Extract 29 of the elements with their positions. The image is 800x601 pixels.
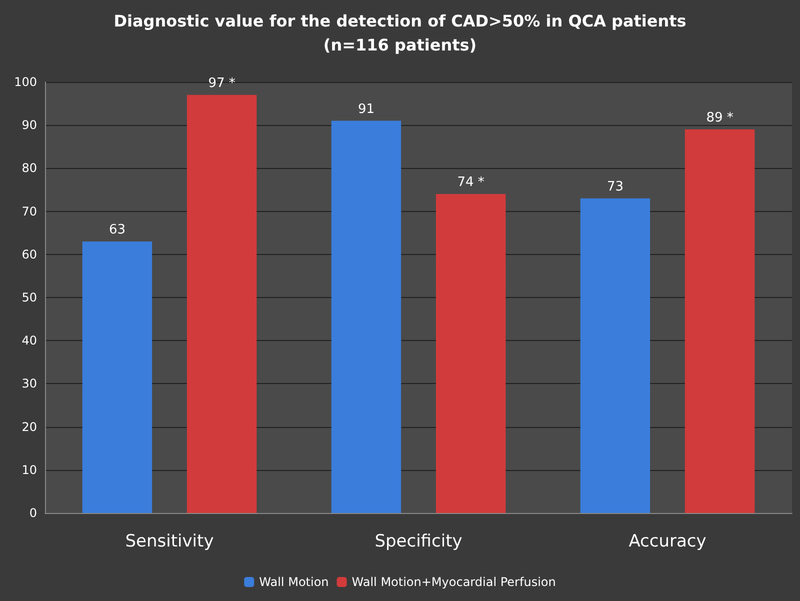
y-tick-label: 20 (22, 420, 37, 434)
y-tick-label: 0 (29, 506, 37, 520)
data-label: 91 (358, 102, 374, 117)
y-tick-label: 10 (22, 462, 37, 477)
legend-label: Wall Motion+Myocardial Perfusion (352, 575, 556, 589)
y-tick-label: 40 (22, 334, 37, 348)
y-tick-label: 90 (22, 118, 37, 132)
x-tick-label: Specificity (374, 532, 462, 552)
x-tick-label: Accuracy (628, 532, 706, 552)
y-tick-label: 70 (22, 204, 37, 218)
data-label: 73 (606, 179, 624, 194)
y-tick-label: 60 (22, 247, 37, 262)
y-tick-label: 80 (22, 161, 37, 176)
bar (82, 241, 152, 513)
bar (684, 129, 755, 513)
bar (186, 94, 257, 513)
x-tick-label: Sensitivity (125, 532, 214, 552)
data-label: 63 (108, 222, 126, 238)
data-label: 89 * (706, 110, 734, 126)
y-tick-label: 100 (14, 75, 37, 89)
data-label: 74 * (457, 175, 485, 190)
chart-title: Diagnostic value for the detection of CAD>50% in QCA patients (n=116 patients) (114, 12, 686, 54)
y-tick-label: 50 (22, 290, 37, 304)
bar (331, 120, 402, 513)
bar (436, 194, 506, 513)
bar (580, 198, 650, 513)
y-tick-label: 30 (22, 376, 37, 391)
data-label: 97 * (208, 76, 236, 91)
legend-label: Wall Motion (259, 575, 329, 589)
